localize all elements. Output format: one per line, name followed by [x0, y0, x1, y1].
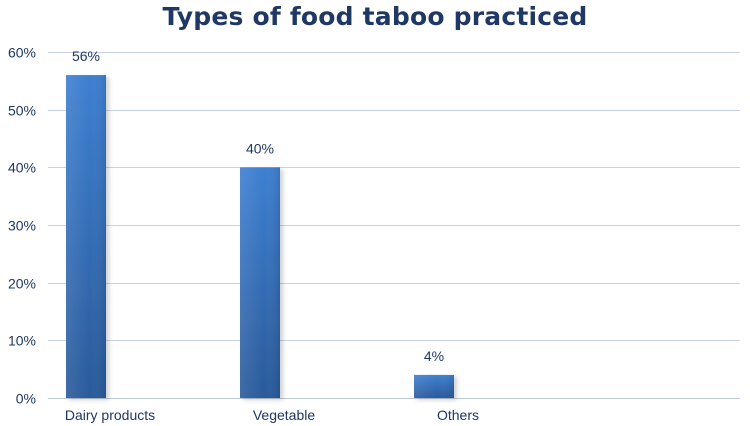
y-tick-label: 30% [8, 218, 36, 234]
y-tick-label: 10% [8, 333, 36, 349]
data-label: 40% [246, 140, 274, 156]
y-tick-label: 50% [8, 103, 36, 119]
y-tick-label: 20% [8, 276, 36, 292]
bar-shading [240, 167, 280, 398]
y-tick-label: 60% [8, 45, 36, 61]
data-labels: 56% 40% 4% [72, 48, 444, 364]
chart-title: Types of food taboo practiced [162, 2, 588, 31]
bar-shading [66, 75, 106, 399]
x-tick-label: Others [437, 407, 479, 423]
bars [66, 75, 454, 399]
y-tick-label: 40% [8, 160, 36, 176]
data-label: 4% [424, 348, 444, 364]
y-tick-label: 0% [16, 391, 36, 407]
bar-shading [414, 374, 454, 398]
y-axis-ticks: 0% 10% 20% 30% 40% 50% 60% [8, 45, 36, 407]
x-axis-ticks: Dairy products Vegetable Others [65, 407, 479, 423]
x-tick-label: Dairy products [65, 407, 155, 423]
x-tick-label: Vegetable [253, 407, 315, 423]
gridlines [48, 52, 740, 399]
data-label: 56% [72, 48, 100, 64]
